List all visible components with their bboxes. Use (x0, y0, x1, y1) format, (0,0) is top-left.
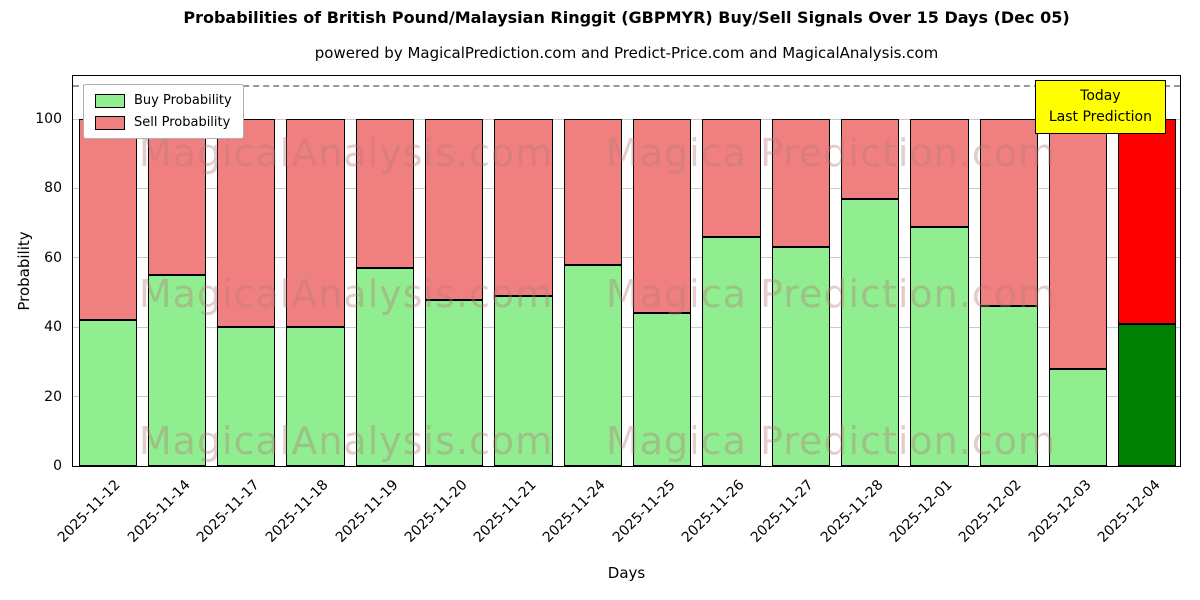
sell-probability-swatch (95, 115, 125, 130)
bar-2025-11-24 (563, 76, 622, 466)
watermark-text: Magica Prediction.com (605, 131, 1057, 175)
bar-2025-12-01 (910, 76, 969, 466)
sell-segment (286, 119, 345, 328)
sell-segment (355, 119, 414, 269)
bar-2025-11-18 (286, 76, 345, 466)
legend-label-sell: Sell Probability (134, 115, 231, 130)
x-tick-label: 2025-11-20 (401, 477, 471, 546)
x-tick-label: 2025-12-02 (956, 477, 1026, 546)
x-axis-label: Days (607, 564, 646, 582)
legend-label-buy: Buy Probability (134, 93, 232, 108)
legend-item-buy: Buy Probability (95, 93, 232, 108)
today-annotation-line1: Today (1080, 88, 1121, 104)
gridline (73, 257, 1180, 259)
x-tick-label: 2025-11-14 (124, 477, 194, 546)
sell-segment (217, 119, 276, 328)
bar-2025-11-26 (702, 76, 761, 466)
sell-segment (563, 119, 622, 265)
bar-2025-11-17 (217, 76, 276, 466)
y-tick-label: 40 (44, 319, 62, 336)
bar-2025-11-21 (494, 76, 553, 466)
buy-segment (1118, 323, 1177, 466)
chart-subtitle: powered by MagicalPrediction.com and Pre… (314, 44, 939, 62)
bar-2025-11-19 (355, 76, 414, 466)
x-tick-label: 2025-11-26 (678, 477, 748, 546)
buy-segment (840, 198, 900, 466)
today-annotation: Today Last Prediction (1034, 80, 1166, 134)
buy-segment (147, 275, 207, 466)
bar-2025-12-03 (1048, 76, 1108, 466)
sell-segment (979, 119, 1038, 307)
x-tick-label: 2025-11-27 (748, 477, 818, 546)
chart-title: Probabilities of British Pound/Malaysian… (183, 8, 1070, 27)
gridline (73, 187, 1180, 189)
bar-2025-12-02 (979, 76, 1038, 466)
gridlines-layer (73, 76, 1180, 466)
watermark-text: MagicalAnalysis.com (138, 419, 554, 463)
bar-2025-11-25 (633, 76, 692, 466)
sell-segment (910, 119, 969, 227)
sell-segment (1118, 119, 1177, 324)
buy-segment (910, 226, 969, 466)
watermark-text: Magica Prediction.com (605, 272, 1057, 316)
sell-segment (147, 119, 207, 276)
buy-segment (78, 320, 137, 466)
y-tick-label: 80 (44, 180, 62, 197)
bar-2025-11-20 (425, 76, 484, 466)
sell-segment (840, 119, 900, 199)
buy-segment (355, 268, 414, 466)
sell-segment (494, 119, 553, 297)
x-tick-label: 2025-11-18 (263, 477, 332, 546)
x-tick-label: 2025-12-01 (886, 477, 956, 546)
bars-layer (73, 76, 1180, 466)
x-tick-label: 2025-12-04 (1094, 477, 1164, 546)
buy-segment (217, 327, 276, 466)
buy-segment (563, 264, 622, 466)
gridline (73, 396, 1180, 398)
legend: Buy Probability Sell Probability (83, 84, 244, 139)
gridline (73, 326, 1180, 328)
y-axis-label: Probability (15, 231, 33, 311)
x-tick-label: 2025-11-12 (55, 477, 124, 546)
x-tick-label: 2025-11-19 (332, 477, 402, 546)
buy-segment (979, 306, 1038, 466)
x-tick-label: 2025-11-28 (817, 477, 887, 546)
y-tick-label: 60 (44, 249, 62, 266)
plot-area: MagicalAnalysis.com Magica Prediction.com… (72, 75, 1181, 467)
sell-segment (633, 119, 692, 314)
x-tick-label: 2025-11-21 (470, 477, 540, 546)
buy-segment (702, 237, 761, 466)
gridline (73, 118, 1180, 120)
sell-segment (78, 119, 137, 321)
sell-segment (1048, 119, 1108, 369)
x-tick-label: 2025-11-24 (540, 477, 610, 546)
today-annotation-line2: Last Prediction (1048, 109, 1152, 125)
buy-segment (771, 247, 830, 466)
x-tick-label: 2025-11-17 (193, 477, 263, 546)
watermark-text: Magica Prediction.com (605, 419, 1057, 463)
x-tick-label: 2025-11-25 (609, 477, 679, 546)
watermark-text: MagicalAnalysis.com (138, 272, 554, 316)
buy-segment (494, 296, 553, 466)
bar-2025-11-14 (147, 76, 207, 466)
buy-segment (425, 299, 484, 466)
legend-item-sell: Sell Probability (95, 115, 232, 130)
sell-segment (702, 119, 761, 238)
y-tick-label: 0 (53, 458, 62, 474)
buy-segment (286, 327, 345, 466)
y-tick-label: 100 (35, 111, 62, 128)
dashed-threshold-line (73, 85, 1180, 88)
buy-probability-swatch (95, 93, 125, 108)
sell-segment (771, 119, 830, 248)
buy-segment (633, 313, 692, 466)
bar-2025-11-28 (840, 76, 900, 466)
sell-segment (425, 119, 484, 300)
buy-segment (1048, 368, 1108, 466)
bar-2025-11-12 (78, 76, 137, 466)
bar-2025-12-04 (1118, 76, 1177, 466)
x-tick-label: 2025-12-03 (1025, 477, 1095, 546)
y-tick-label: 20 (44, 388, 62, 405)
bar-2025-11-27 (771, 76, 830, 466)
